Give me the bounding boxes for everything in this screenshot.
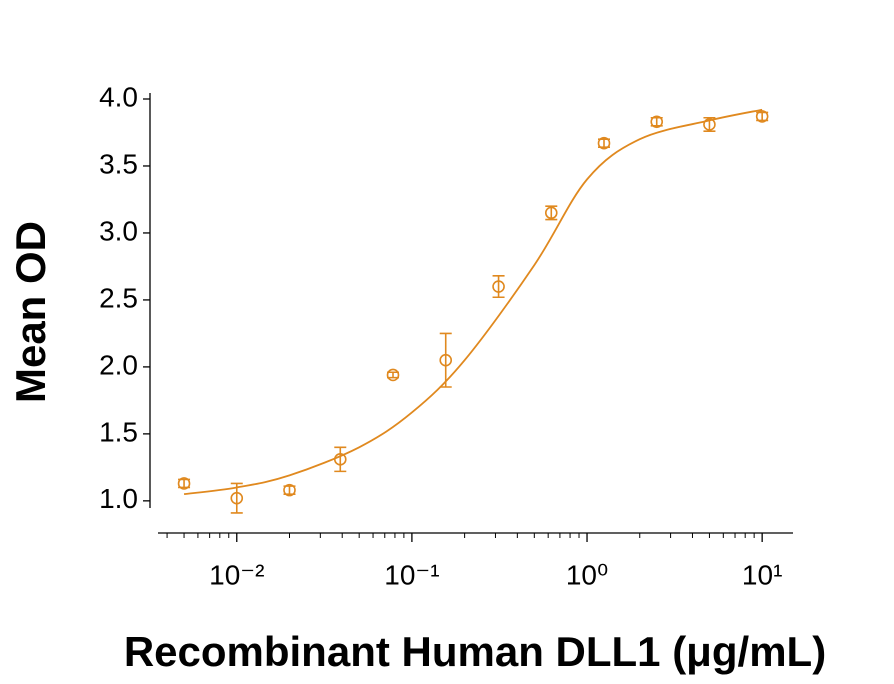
y-tick-label: 2.0 xyxy=(99,349,138,380)
data-point xyxy=(703,118,716,131)
y-tick-label: 3.0 xyxy=(99,215,138,246)
x-tick-label: 10⁻¹ xyxy=(384,559,439,590)
y-tick-label: 1.5 xyxy=(99,416,138,447)
data-point xyxy=(333,453,347,466)
error-bar xyxy=(492,275,505,299)
error-bar xyxy=(439,332,452,388)
error-bar xyxy=(230,482,243,514)
error-bar xyxy=(334,446,347,473)
data-point xyxy=(544,206,558,220)
y-tick-label: 4.0 xyxy=(99,81,138,112)
y-tick-label: 2.5 xyxy=(99,282,138,313)
data-point xyxy=(230,491,244,505)
data-point xyxy=(597,136,611,150)
error-bar xyxy=(545,205,558,221)
y-axis-label: Mean OD xyxy=(7,221,54,403)
data-point xyxy=(283,483,296,497)
fit-curve xyxy=(183,108,763,496)
data-point xyxy=(177,477,191,490)
data-point xyxy=(386,368,400,382)
data-point xyxy=(650,115,664,129)
data-point xyxy=(439,353,453,367)
error-bar xyxy=(387,371,400,379)
x-tick-label: 10⁻² xyxy=(209,559,264,590)
data-point xyxy=(755,110,769,123)
y-tick-label: 1.0 xyxy=(99,483,138,514)
data-point xyxy=(492,280,505,293)
error-bar xyxy=(703,116,716,132)
x-tick-label: 10⁰ xyxy=(566,559,608,590)
x-tick-label: 10¹ xyxy=(742,559,782,590)
y-tick-label: 3.5 xyxy=(99,148,138,179)
x-axis-label: Recombinant Human DLL1 (μg/mL) xyxy=(124,628,826,675)
